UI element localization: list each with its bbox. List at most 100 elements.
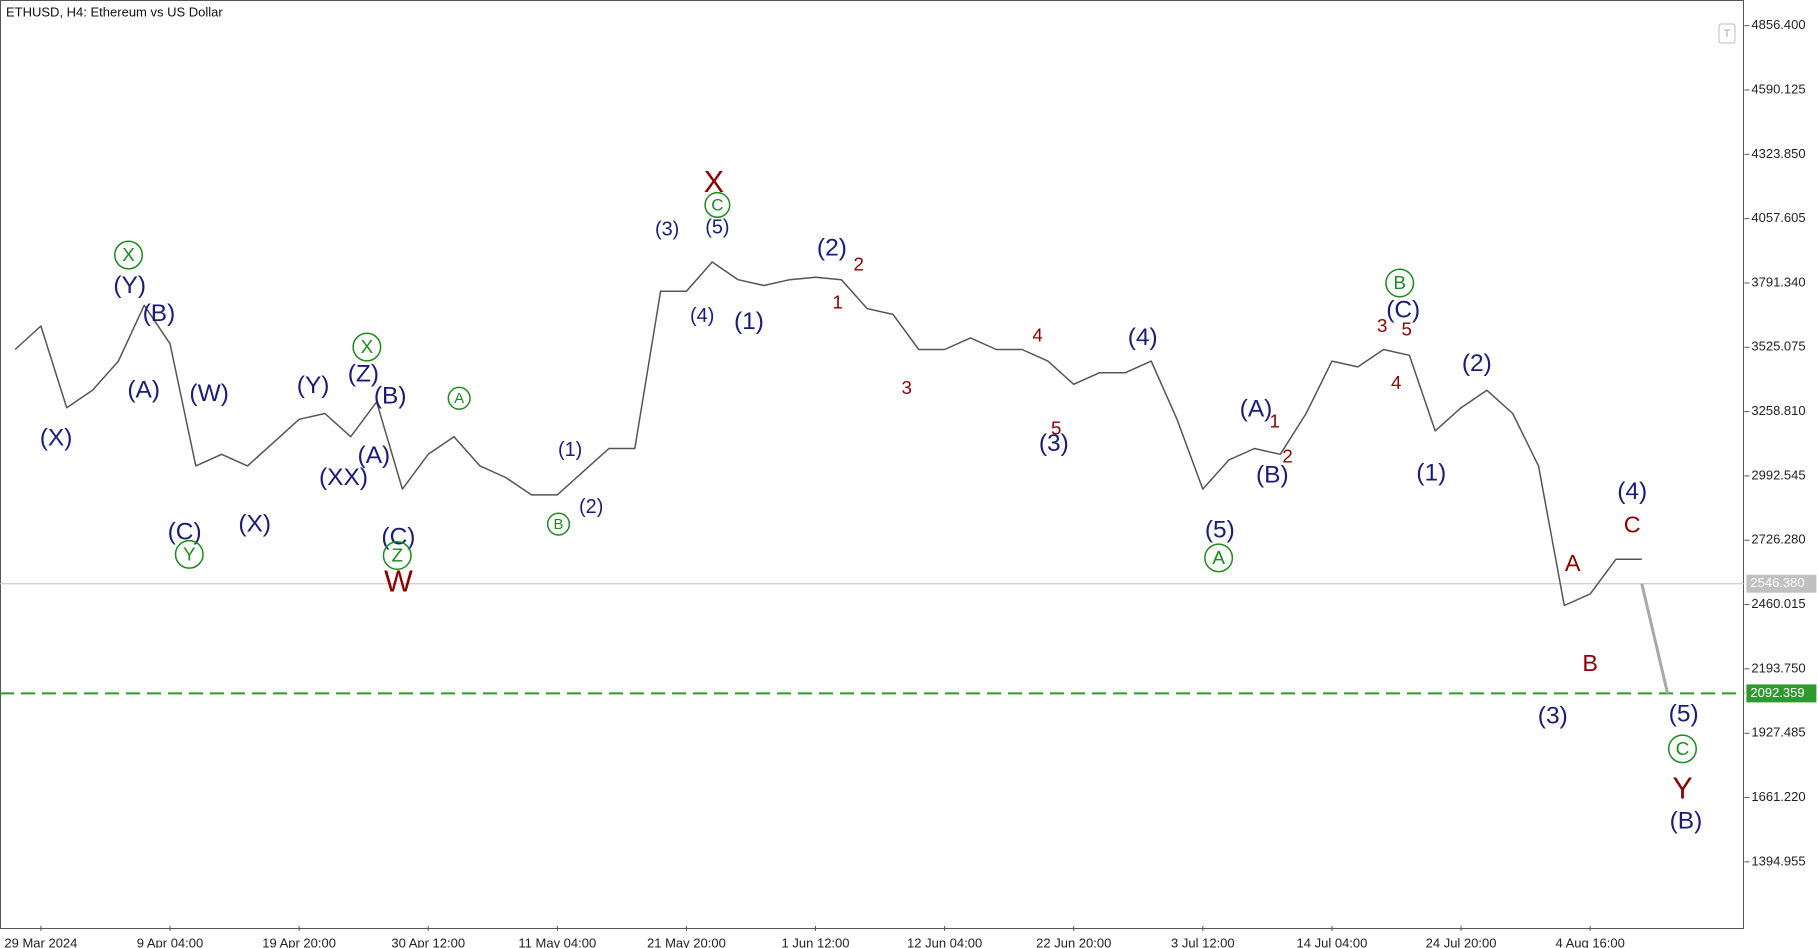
wave-label: (5) <box>705 216 729 238</box>
wave-label: (5) <box>1669 700 1699 727</box>
x-tick-label: 30 Apr 12:00 <box>391 935 465 948</box>
wave-label: (B) <box>1670 808 1703 835</box>
wave-label: (B) <box>143 300 176 327</box>
wave-label: X <box>704 165 724 199</box>
x-tick-label: 4 Aug 16:00 <box>1555 935 1624 948</box>
wave-label: 1 <box>833 292 843 313</box>
wave-label: X <box>361 337 374 358</box>
wave-label: (3) <box>1538 703 1568 730</box>
wave-label: A <box>1212 548 1225 569</box>
wave-label: B <box>1393 273 1406 294</box>
wave-label: 5 <box>1051 418 1061 439</box>
wave-label: C <box>1624 511 1641 537</box>
wave-circle <box>114 240 144 270</box>
wave-label: (1) <box>1416 459 1446 486</box>
wave-label: (A) <box>1240 395 1273 422</box>
wave-label: 2 <box>1282 445 1292 466</box>
x-tick-label: 21 May 20:00 <box>647 935 726 948</box>
price-line <box>14 261 1642 607</box>
wave-label: X <box>122 245 135 266</box>
wave-label: Y <box>183 544 196 565</box>
x-tick-label: 1 Jun 12:00 <box>782 935 850 948</box>
wave-label: (3) <box>655 219 679 241</box>
wave-label: (2) <box>817 235 847 262</box>
wave-label: (5) <box>1205 516 1235 543</box>
wave-label: A <box>454 391 464 407</box>
x-tick-label: 29 Mar 2024 <box>4 935 77 948</box>
wave-label: Z <box>391 546 403 567</box>
x-tick-label: 19 Apr 20:00 <box>262 935 336 948</box>
wave-label: B <box>1582 650 1598 676</box>
wave-label: (3) <box>1039 430 1069 457</box>
wave-label: (4) <box>1617 478 1647 505</box>
template-button[interactable] <box>1718 23 1736 44</box>
x-tick-label: 22 Jun 20:00 <box>1036 935 1111 948</box>
y-tick-label: 4590.125 <box>1751 81 1805 96</box>
wave-label: (Y) <box>113 272 146 299</box>
x-tick-label: 24 Jul 20:00 <box>1426 935 1497 948</box>
y-tick-label: 1394.955 <box>1751 853 1805 868</box>
wave-label: (B) <box>374 382 407 409</box>
y-tick-label: 3258.810 <box>1751 403 1805 418</box>
wave-label: B <box>554 517 564 533</box>
wave-label: (4) <box>1128 324 1158 351</box>
wave-label: (W) <box>189 380 228 407</box>
price-line <box>1640 583 1670 694</box>
y-tick-label: 2992.545 <box>1751 467 1805 482</box>
wave-label: (Z) <box>348 360 379 387</box>
wave-label: 4 <box>1391 372 1401 393</box>
y-tick-label: 4323.850 <box>1751 146 1805 161</box>
chart-title: ETHUSD, H4: Ethereum vs US Dollar <box>6 4 223 19</box>
wave-label: C <box>1676 739 1690 760</box>
wave-label: (X) <box>40 424 73 451</box>
wave-circle <box>174 539 204 569</box>
wave-label: Y <box>1672 772 1692 806</box>
x-tick-label: 11 May 04:00 <box>518 935 596 948</box>
y-tick-label: 1927.485 <box>1751 725 1805 740</box>
y-tick-label: 4856.400 <box>1751 17 1805 32</box>
wave-circle <box>352 332 382 362</box>
y-tick-label: 3525.075 <box>1751 339 1805 354</box>
wave-label: (2) <box>579 496 603 518</box>
wave-label: (1) <box>734 308 764 335</box>
wave-label: W <box>384 564 413 598</box>
wave-label: 3 <box>1377 315 1387 336</box>
price-level-tag <box>1746 574 1817 593</box>
wave-label: 1 <box>1270 411 1280 432</box>
y-tick-label: 4057.605 <box>1751 210 1805 225</box>
y-tick-label: 2193.750 <box>1751 660 1805 675</box>
wave-circle <box>447 386 471 410</box>
plot-frame <box>0 0 1744 929</box>
x-tick-label: 12 Jun 04:00 <box>907 935 982 948</box>
wave-label: 3 <box>901 377 911 398</box>
wave-label: (2) <box>1462 350 1492 377</box>
wave-label: (4) <box>690 305 714 327</box>
wave-label: C <box>711 195 723 214</box>
wave-circle <box>1385 268 1415 298</box>
y-tick-label: 2460.015 <box>1751 596 1805 611</box>
wave-label: (Y) <box>297 372 330 399</box>
y-tick-label: 2726.280 <box>1751 532 1805 547</box>
wave-label: 4 <box>1032 324 1042 345</box>
y-tick-label: 1661.220 <box>1751 789 1805 804</box>
template-icon: T <box>1724 28 1731 40</box>
wave-circle <box>1667 734 1697 764</box>
wave-circle <box>546 512 571 536</box>
y-tick-label: 3791.340 <box>1751 274 1805 289</box>
wave-label: (1) <box>558 439 582 461</box>
wave-label: A <box>1565 550 1581 576</box>
wave-label: (X) <box>238 511 271 538</box>
wave-label: (B) <box>1256 462 1289 489</box>
wave-circle <box>382 541 412 571</box>
x-tick-label: 9 Apr 04:00 <box>137 935 204 948</box>
wave-label: (XX) <box>319 464 368 491</box>
price-level-label: 2092.359 <box>1750 685 1804 700</box>
wave-label: (A) <box>358 442 391 469</box>
wave-circle <box>704 191 731 219</box>
wave-label: (C) <box>1386 296 1420 323</box>
x-tick-label: 3 Jul 12:00 <box>1171 935 1235 948</box>
price-level-tag <box>1746 684 1817 703</box>
price-level-label: 2546.380 <box>1750 575 1804 590</box>
